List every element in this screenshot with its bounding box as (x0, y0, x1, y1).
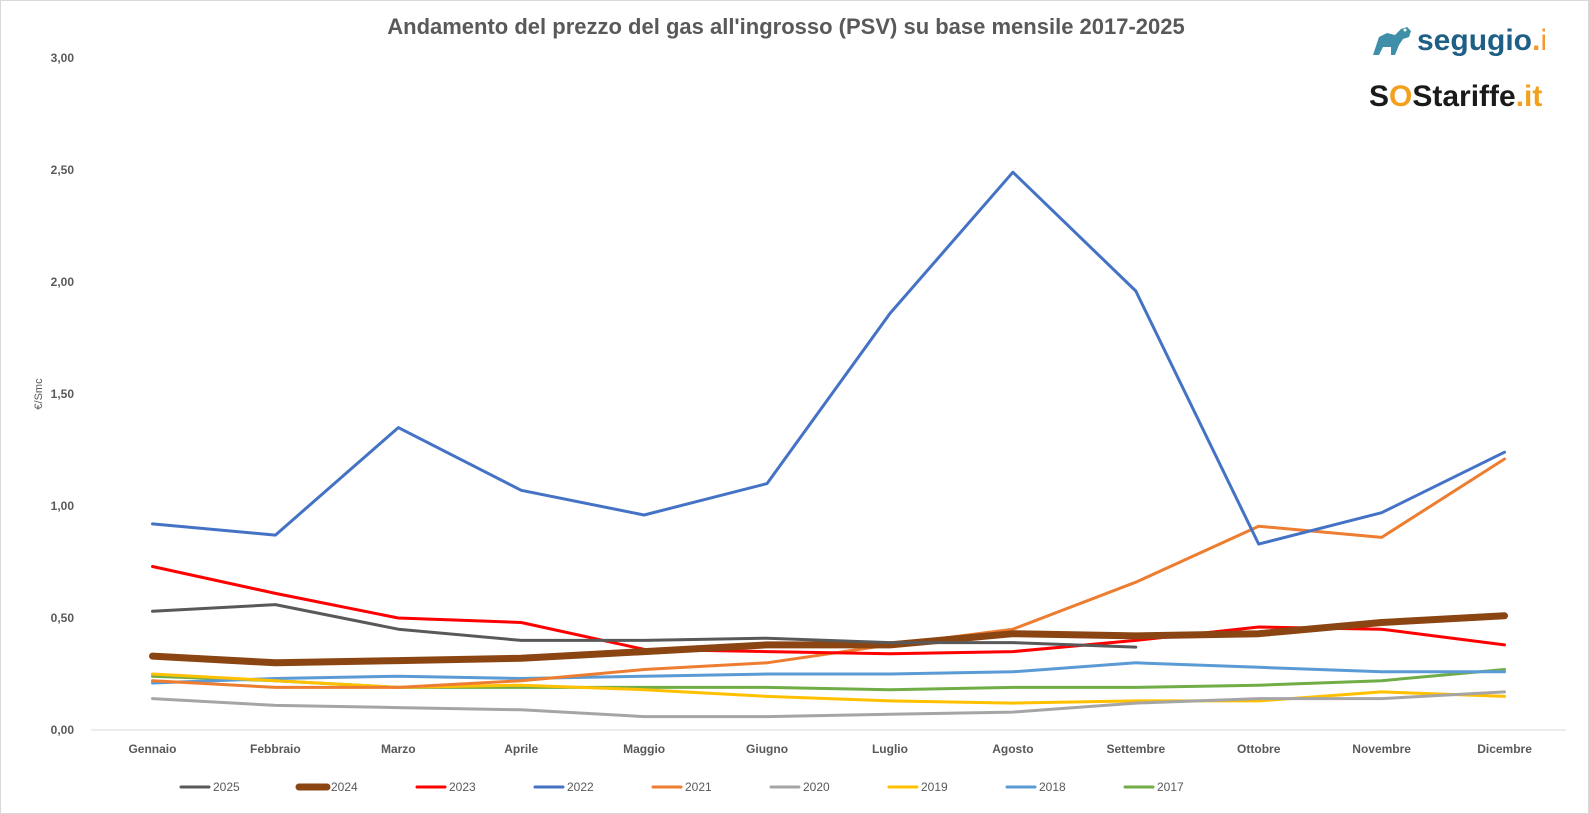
x-tick-label: Febbraio (250, 742, 301, 756)
legend-label-2022: 2022 (567, 780, 594, 794)
x-tick-label: Settembre (1106, 742, 1165, 756)
x-tick-label: Gennaio (128, 742, 176, 756)
sostariffe-logo-suffix: .it (1516, 80, 1543, 113)
sostariffe-logo-name: Stariffe (1412, 80, 1515, 113)
legend-label-2017: 2017 (1157, 780, 1184, 794)
y-tick-label: 2,00 (51, 275, 75, 289)
svg-text:SOStariffe.it: SOStariffe.it (1369, 80, 1542, 113)
legend-label-2025: 2025 (213, 780, 240, 794)
svg-text:segugio.it: segugio.it (1417, 24, 1545, 57)
dog-icon (1373, 27, 1411, 55)
legend-label-2019: 2019 (921, 780, 948, 794)
legend-label-2024: 2024 (331, 780, 358, 794)
chart-title: Andamento del prezzo del gas all'ingross… (387, 14, 1185, 39)
x-tick-label: Dicembre (1477, 742, 1532, 756)
segugio-logo: segugio.it (1373, 24, 1545, 57)
y-tick-label: 2,50 (51, 163, 75, 177)
series-line-2023 (151, 565, 1506, 656)
y-axis-label: €/Smc (33, 378, 45, 410)
y-tick-label: 0,00 (51, 723, 75, 737)
legend-label-2023: 2023 (449, 780, 476, 794)
x-tick-label: Ottobre (1237, 742, 1281, 756)
y-tick-label: 3,00 (51, 51, 75, 65)
series-line-2024 (149, 612, 1508, 667)
series-line-2022 (151, 170, 1506, 546)
sostariffe-logo: SOStariffe.it (1369, 80, 1542, 113)
segugio-logo-name: segugio (1417, 24, 1532, 57)
sostariffe-logo-s: S (1369, 80, 1389, 113)
x-tick-label: Agosto (992, 742, 1033, 756)
y-tick-label: 1,00 (51, 499, 75, 513)
x-tick-label: Marzo (381, 742, 416, 756)
x-tick-label: Aprile (504, 742, 538, 756)
legend-label-2020: 2020 (803, 780, 830, 794)
x-tick-label: Maggio (623, 742, 665, 756)
series-line-2025 (151, 603, 1138, 649)
x-tick-label: Novembre (1352, 742, 1411, 756)
sostariffe-logo-o: O (1389, 80, 1412, 113)
x-tick-label: Luglio (872, 742, 908, 756)
series-line-2020 (151, 690, 1506, 719)
y-tick-label: 0,50 (51, 611, 75, 625)
segugio-logo-suffix: .it (1532, 24, 1545, 57)
y-tick-label: 1,50 (51, 387, 75, 401)
legend-label-2018: 2018 (1039, 780, 1066, 794)
series-line-2018 (151, 661, 1506, 685)
legend-label-2021: 2021 (685, 780, 712, 794)
x-tick-label: Giugno (746, 742, 788, 756)
